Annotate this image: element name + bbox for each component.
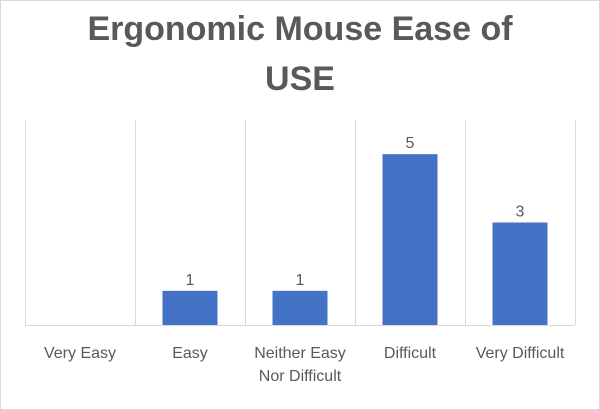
chart-title-line-1: Ergonomic Mouse Ease of: [87, 10, 513, 48]
x-tick-label-1: Easy: [172, 345, 208, 362]
x-tick-label-2-line-1: Nor Difficult: [259, 368, 342, 385]
bar-3: [382, 154, 438, 325]
x-tick-label-2-line-0: Neither Easy: [254, 345, 346, 362]
x-tick-label-3: Difficult: [384, 345, 437, 362]
x-tick-label-4: Very Difficult: [476, 345, 565, 362]
x-tick-label-0: Very Easy: [44, 345, 116, 362]
chart-title: Ergonomic Mouse Ease of USE: [0, 4, 600, 104]
chart-title-line-2: USE: [265, 60, 335, 98]
data-label-1: 1: [186, 272, 195, 289]
bar-2: [272, 290, 328, 325]
bar-4: [492, 222, 548, 325]
data-label-4: 3: [516, 204, 525, 221]
bar-1: [162, 290, 218, 325]
data-label-3: 5: [406, 135, 415, 152]
data-label-2: 1: [296, 272, 305, 289]
